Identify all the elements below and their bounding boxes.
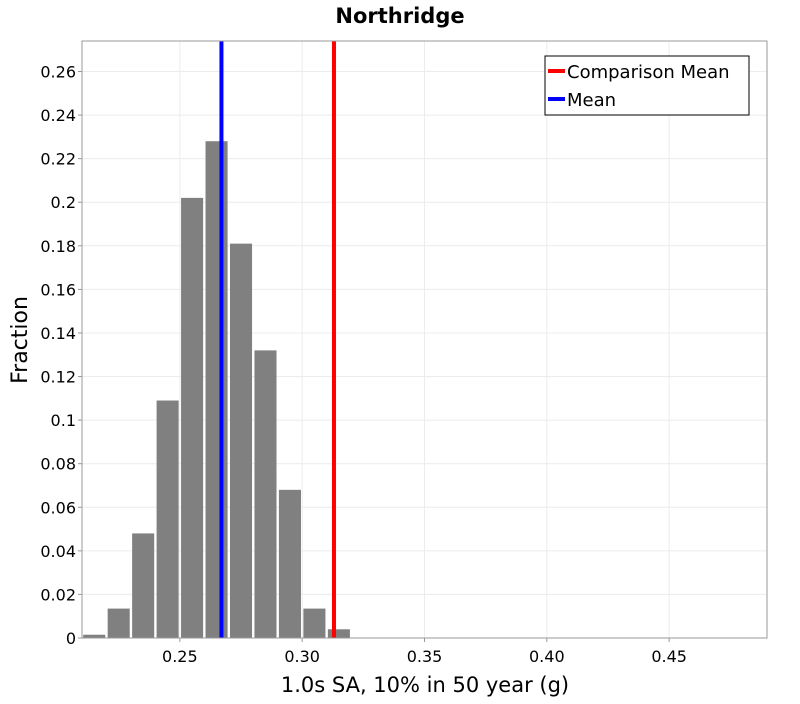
histogram-bar	[83, 634, 106, 638]
histogram-bar	[303, 608, 326, 638]
y-tick-label: 0.18	[40, 237, 76, 256]
y-tick-label: 0.02	[40, 585, 76, 604]
y-tick-label: 0.08	[40, 455, 76, 474]
histogram-bar	[229, 243, 253, 638]
histogram-bar	[107, 608, 130, 638]
y-axis: 0 0.02 0.04 0.06 0.08 0.1 0.12 0.14 0.16 0.18 0.2 0…	[40, 63, 82, 648]
y-tick-label: 0.06	[40, 498, 76, 517]
histogram-bar	[205, 141, 228, 639]
histogram-bar	[132, 533, 155, 638]
x-tick-label: 0.45	[651, 647, 687, 666]
histogram-bar	[327, 629, 350, 638]
histogram-bar	[254, 350, 277, 638]
x-tick-label: 0.25	[162, 647, 198, 666]
histogram-bar	[181, 197, 204, 638]
mean-lines	[219, 41, 336, 638]
legend-box	[544, 55, 750, 116]
legend: Comparison Mean Mean	[544, 55, 750, 116]
y-tick-label: 0.22	[40, 150, 76, 169]
x-tick-label: 0.35	[407, 647, 443, 666]
y-tick-label: 0	[66, 629, 76, 648]
y-tick-label: 0.1	[51, 411, 76, 430]
y-tick-label: 0.12	[40, 368, 76, 387]
y-tick-label: 0.24	[40, 106, 76, 125]
legend-label: Mean	[567, 90, 616, 111]
y-tick-label: 0.04	[40, 542, 76, 561]
legend-label: Comparison Mean	[567, 62, 730, 83]
y-tick-label: 0.16	[40, 280, 76, 299]
x-tick-label: 0.40	[529, 647, 565, 666]
x-axis-label: 1.0s SA, 10% in 50 year (g)	[281, 673, 569, 697]
y-tick-label: 0.14	[40, 324, 76, 343]
y-tick-label: 0.26	[40, 63, 76, 82]
x-tick-label: 0.30	[284, 647, 320, 666]
histogram-bar	[278, 489, 301, 638]
x-axis: 0.25 0.30 0.35 0.40 0.45	[162, 638, 687, 666]
histogram-bar	[156, 400, 179, 638]
y-tick-label: 0.2	[51, 193, 76, 212]
chart-title: Northridge	[335, 4, 464, 28]
y-axis-label: Fraction	[8, 296, 33, 384]
